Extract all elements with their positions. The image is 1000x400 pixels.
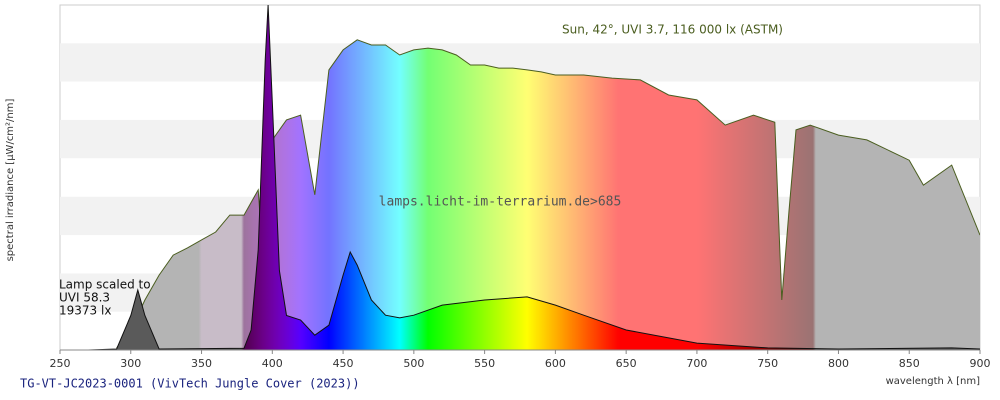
- lamp-label: UVI 58.3: [59, 291, 110, 305]
- x-axis-label: wavelength λ [nm]: [886, 376, 981, 387]
- series-area: [88, 5, 980, 350]
- x-tick-label: 250: [50, 357, 71, 370]
- x-tick-label: 650: [616, 357, 637, 370]
- x-tick-label: 850: [899, 357, 920, 370]
- x-tick-label: 600: [545, 357, 566, 370]
- x-tick-label: 450: [333, 357, 354, 370]
- x-tick-label: 400: [262, 357, 283, 370]
- x-tick-label: 550: [474, 357, 495, 370]
- lamp-label: Lamp scaled to: [59, 278, 151, 292]
- x-tick-label: 800: [828, 357, 849, 370]
- x-tick-label: 700: [686, 357, 707, 370]
- series-area: [116, 39, 980, 350]
- series-line: [116, 39, 980, 349]
- footer: TG-VT-JC2023-0001 (VivTech Jungle Cover …: [20, 377, 360, 391]
- x-tick-label: 350: [191, 357, 212, 370]
- watermark: lamps.licht-im-terrarium.de>685: [379, 195, 622, 210]
- series-line: [88, 5, 980, 350]
- x-tick-label: 300: [120, 357, 141, 370]
- y-axis-label: spectral irradiance [µW/cm²/nm]: [5, 98, 16, 261]
- x-tick-label: 500: [403, 357, 424, 370]
- x-tick-label: 750: [757, 357, 778, 370]
- lamp-label: 19373 lx: [59, 304, 111, 318]
- x-tick-label: 900: [970, 357, 991, 370]
- sun-label: Sun, 42°, UVI 3.7, 116 000 lx (ASTM): [562, 23, 783, 37]
